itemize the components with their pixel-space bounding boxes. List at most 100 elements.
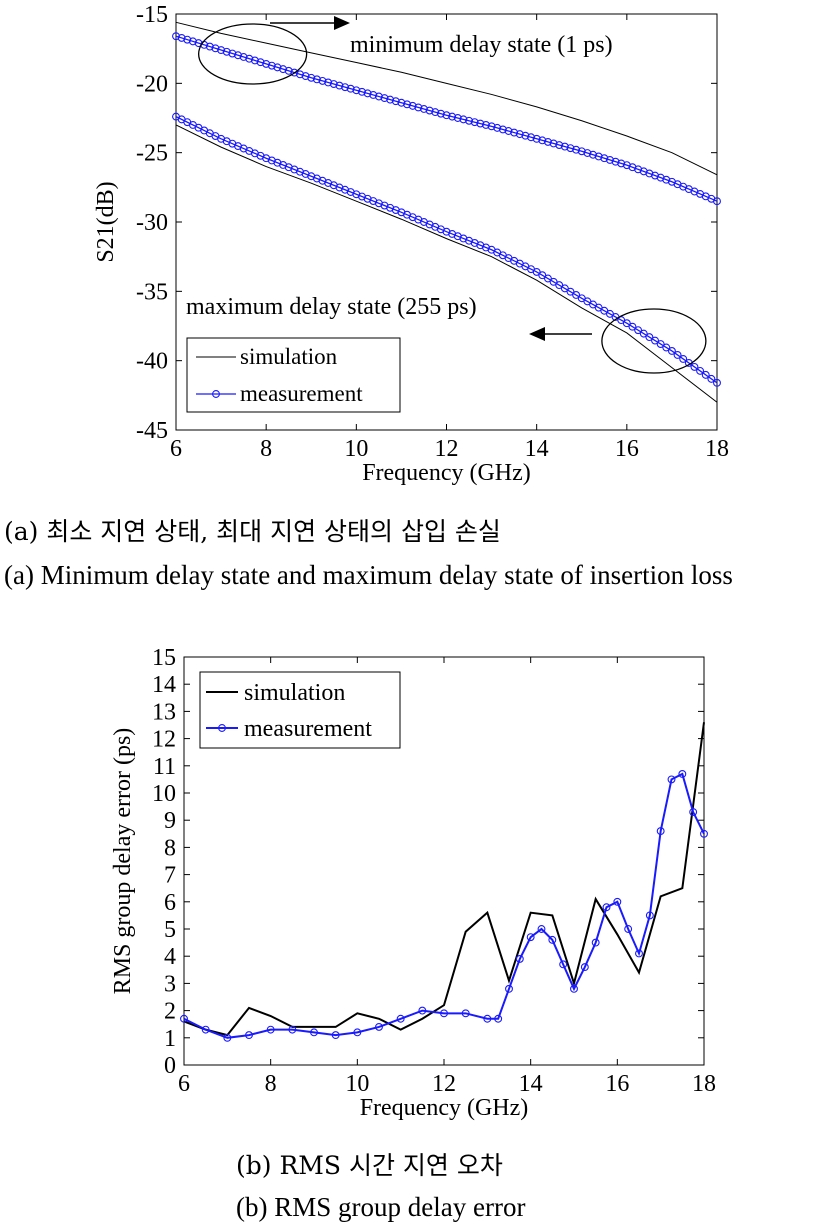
data-point-measurement — [580, 963, 589, 972]
y-tick-label: 15 — [152, 645, 176, 671]
data-point-measurement — [505, 984, 513, 993]
data-point-measurement — [645, 333, 654, 342]
data-point-measurement — [678, 770, 687, 778]
y-tick-label: 12 — [152, 727, 176, 753]
y-tick-label: 0 — [164, 1053, 176, 1079]
data-point-measurement — [667, 347, 676, 355]
data-point-measurement — [331, 1031, 340, 1040]
series-simulation — [183, 722, 705, 1037]
insertion-loss-chart: 6 8 10 12 14 16 18 -15 -20 -25 -30 -35 -40 -45 Frequen… — [93, 2, 729, 486]
data-point-measurement — [624, 925, 633, 933]
data-point-measurement — [403, 100, 412, 109]
data-point-measurement — [290, 68, 299, 77]
data-point-measurement — [267, 61, 276, 70]
legend-box — [186, 337, 401, 413]
data-point-measurement — [537, 925, 546, 933]
x-tick-label: 10 — [345, 1071, 369, 1097]
data-point-measurement — [318, 76, 327, 85]
y-tick-label: 10 — [152, 781, 176, 807]
group-delay-error-chart: 6 8 10 12 14 16 180123456789101112131415Freque… — [110, 645, 716, 1121]
data-point-measurement — [583, 149, 592, 157]
data-point-measurement — [245, 1031, 253, 1040]
y-tick-label: 6 — [164, 890, 176, 916]
series-line-simulation — [183, 722, 705, 1037]
data-point-measurement — [324, 78, 333, 87]
data-point-measurement — [329, 80, 338, 88]
legend-marker-measurement — [218, 724, 226, 732]
data-point-measurement — [656, 340, 665, 348]
data-point-measurement — [515, 954, 524, 963]
data-point-measurement — [566, 287, 575, 296]
y-tick-label: 9 — [164, 808, 176, 834]
data-point-measurement — [548, 935, 557, 944]
data-point-measurement — [700, 829, 708, 838]
data-point-measurement — [391, 97, 400, 106]
data-point-measurement — [549, 139, 558, 148]
data-point-measurement — [470, 118, 479, 127]
data-point-measurement — [273, 63, 282, 72]
data-point-measurement — [690, 362, 699, 371]
y-tick-label: 4 — [164, 944, 176, 970]
x-tick-label: 16 — [605, 1071, 629, 1097]
legend-label-measurement: measurement — [240, 381, 363, 406]
x-tick-label: 16 — [615, 436, 639, 462]
y-tick-label: 7 — [164, 863, 176, 889]
data-point-measurement — [459, 115, 468, 124]
y-tick-label: -45 — [136, 418, 168, 444]
data-point-measurement — [363, 89, 372, 98]
x-tick-label: 14 — [525, 436, 549, 462]
y-axis-label: RMS group delay error (ps) — [110, 728, 136, 995]
data-point-measurement — [527, 133, 535, 142]
data-point-measurement — [549, 277, 558, 286]
data-point-measurement — [493, 123, 502, 132]
series-line-measurement — [175, 35, 718, 202]
data-point-measurement — [414, 103, 423, 112]
y-tick-label: 3 — [164, 971, 176, 997]
series-simulation-2 — [175, 124, 718, 403]
y-tick-label: 2 — [164, 999, 176, 1025]
data-point-measurement — [448, 112, 457, 121]
data-point-measurement — [555, 141, 564, 149]
data-point-measurement — [566, 144, 575, 153]
annotation-arrowhead-max — [529, 327, 545, 341]
data-point-measurement — [591, 938, 600, 947]
data-point-measurement — [628, 322, 637, 331]
data-point-measurement — [656, 827, 665, 836]
data-point-measurement — [465, 116, 473, 125]
x-tick-label: 10 — [344, 436, 368, 462]
data-point-measurement — [397, 98, 406, 107]
data-point-measurement — [602, 903, 611, 912]
data-point-measurement — [425, 106, 434, 115]
x-tick-label: 6 — [178, 1071, 190, 1097]
data-point-measurement — [662, 343, 671, 352]
data-point-measurement — [386, 95, 395, 104]
data-point-measurement — [442, 111, 451, 120]
data-point-measurement — [440, 1009, 448, 1018]
series-line-simulation — [175, 124, 718, 403]
data-point-measurement — [266, 1025, 275, 1034]
legend-marker-measurement — [212, 390, 220, 398]
data-point-measurement — [307, 73, 316, 82]
legend: simulation measurement — [186, 337, 401, 413]
data-point-measurement — [494, 1014, 503, 1023]
data-point-measurement — [374, 92, 383, 101]
y-axis-label: S21(dB) — [93, 181, 119, 262]
annotation-min-delay: minimum delay state (1 ps) — [350, 32, 613, 58]
y-tick-label: -20 — [136, 71, 168, 97]
caption-b-korean: (b) RMS 시간 지연 오차 — [236, 1151, 503, 1180]
data-point-measurement — [634, 326, 643, 335]
x-tick-label: 18 — [705, 436, 729, 462]
caption-b-english: (b) RMS group delay error — [236, 1192, 526, 1222]
y-tick-label: 13 — [152, 699, 176, 725]
data-point-measurement — [696, 366, 705, 375]
data-point-measurement — [572, 291, 581, 299]
y-tick-label: 5 — [164, 917, 176, 943]
highlight-ellipse-min — [197, 23, 308, 85]
data-point-measurement — [228, 49, 237, 58]
y-tick-label: 14 — [152, 672, 176, 698]
data-point-measurement — [358, 87, 366, 96]
data-point-measurement — [510, 128, 519, 137]
legend-label-simulation: simulation — [244, 680, 345, 706]
data-point-measurement — [476, 119, 485, 128]
legend-box — [199, 671, 401, 749]
